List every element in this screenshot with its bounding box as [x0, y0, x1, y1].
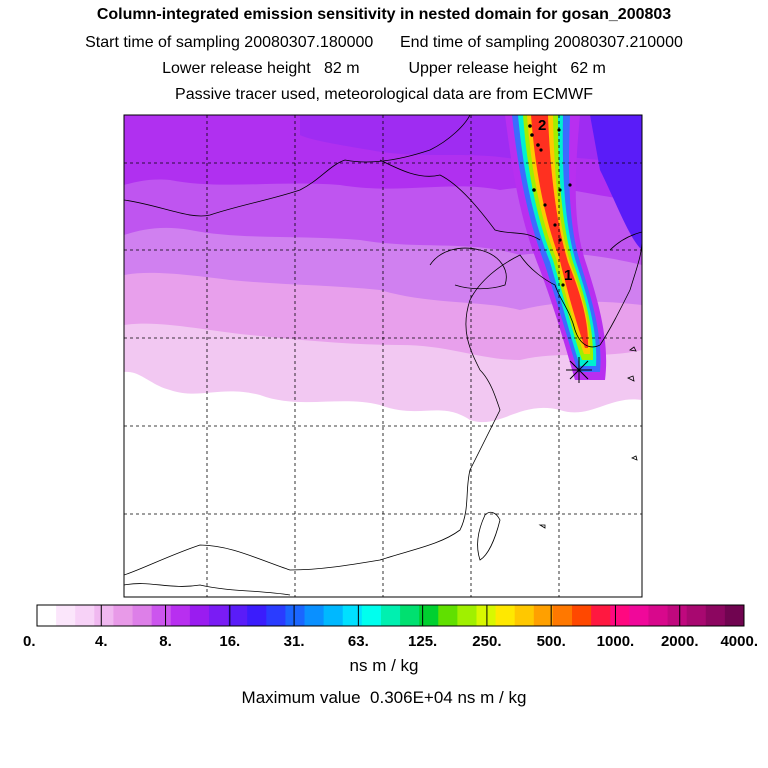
- legend-swatch: [438, 605, 458, 626]
- legend-tick-label: 16.: [219, 633, 240, 650]
- legend-swatch: [323, 605, 344, 626]
- map-title: Column-integrated emission sensitivity i…: [96, 6, 672, 23]
- legend-tick-label: 8.: [159, 633, 172, 650]
- legend-swatch: [648, 605, 669, 626]
- legend-swatch: [667, 605, 688, 626]
- legend-swatch: [686, 605, 707, 626]
- legend-swatch: [170, 605, 191, 626]
- legend-swatch: [400, 605, 420, 626]
- lat-lon-grid: [124, 115, 642, 597]
- legend-swatch: [552, 605, 573, 626]
- legend-swatch: [495, 605, 516, 626]
- legend-swatch: [476, 605, 497, 626]
- legend-swatch: [94, 605, 114, 626]
- legend-swatch: [37, 605, 57, 626]
- legend-swatch: [304, 605, 325, 626]
- legend-swatches: [37, 605, 745, 626]
- asterisk-icon: [566, 357, 592, 383]
- legend-swatch: [419, 605, 439, 626]
- coastline-layer: [124, 115, 642, 596]
- trajectory-points: [528, 124, 572, 287]
- legend-swatch: [342, 605, 363, 626]
- legend-swatch: [132, 605, 153, 626]
- legend-swatch: [151, 605, 172, 626]
- legend-swatch: [228, 605, 248, 626]
- legend-swatch: [610, 605, 630, 626]
- maximum-value-text: Maximum value 0.306E+04 ns m / kg: [241, 688, 527, 707]
- legend-tick-label: 250.: [472, 633, 501, 650]
- legend-swatch: [380, 605, 401, 626]
- sampling-time-text: Start time of sampling 20080307.180000 E…: [85, 34, 683, 51]
- legend-tick-label: 2000.: [661, 633, 699, 650]
- release-height-text: Lower release height 82 m Upper release …: [162, 60, 606, 77]
- map-frame: [123, 114, 643, 598]
- legend-swatch: [533, 605, 554, 626]
- trajectory-label-1: 1: [564, 267, 572, 284]
- legend-tick-label: 0.: [23, 633, 36, 650]
- legend-units: ns m / kg: [349, 656, 419, 675]
- legend-tick-label: 4.: [95, 633, 108, 650]
- legend-tick-label: 1000.: [597, 633, 635, 650]
- legend-swatch: [514, 605, 535, 626]
- legend-swatch: [113, 605, 134, 626]
- legend-swatch: [247, 605, 267, 626]
- legend-tick-label: 31.: [284, 633, 305, 650]
- tracer-info-text: Passive tracer used, meteorological data…: [175, 86, 593, 103]
- legend-tick-label: 500.: [537, 633, 566, 650]
- legend-swatch: [457, 605, 477, 626]
- legend-swatch: [208, 605, 229, 626]
- legend-swatch: [285, 605, 306, 626]
- legend-swatch: [189, 605, 210, 626]
- legend-swatch: [266, 605, 286, 626]
- legend-swatch: [705, 605, 726, 626]
- legend-swatch: [361, 605, 382, 626]
- legend-tick-label: 125.: [408, 633, 437, 650]
- legend-swatch: [56, 605, 76, 626]
- legend-tick-label: 63.: [348, 633, 369, 650]
- legend-ticks: 0. 4. 8. 16. 31. 63. 125. 250. 500. 1000. 2000. 400…: [23, 605, 758, 650]
- legend-swatch: [75, 605, 95, 626]
- trajectory-label-2: 2: [538, 117, 546, 134]
- legend-swatch: [629, 605, 649, 626]
- legend-swatch: [724, 605, 745, 626]
- legend-swatch: [572, 605, 592, 626]
- legend-swatch: [591, 605, 611, 626]
- legend-tick-label: 4000.: [720, 633, 758, 650]
